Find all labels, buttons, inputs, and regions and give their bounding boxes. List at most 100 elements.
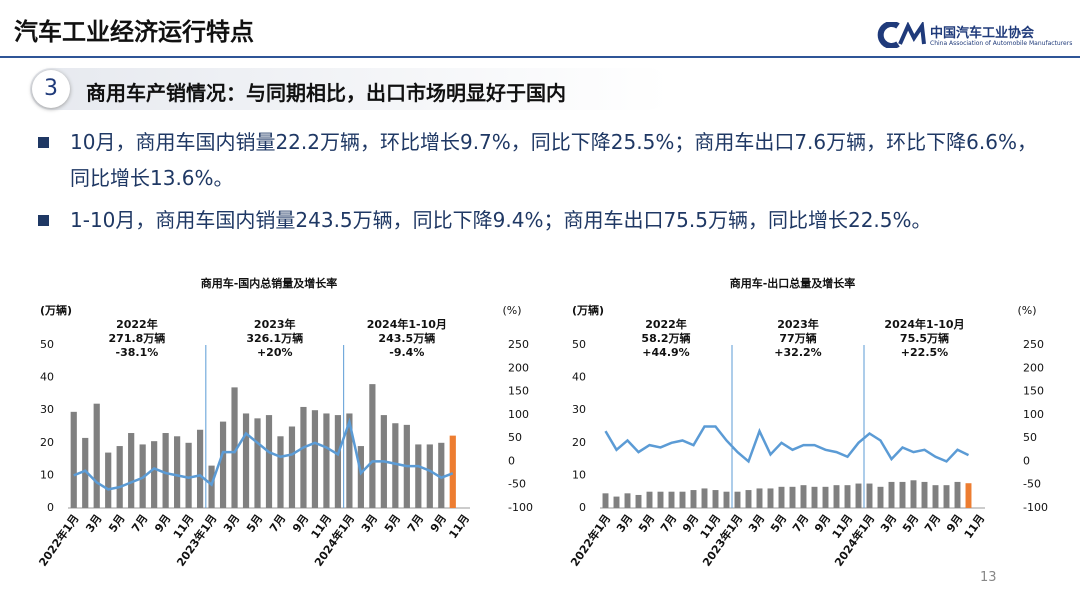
bar — [668, 491, 675, 508]
y2-axis-label: (%) — [1017, 304, 1036, 317]
bar — [679, 491, 686, 508]
x-tick-label: 2022年1月 — [36, 511, 82, 568]
x-tick-label: 9月 — [152, 512, 173, 535]
x-tick-label: 5月 — [900, 512, 921, 535]
bar — [712, 490, 719, 508]
section-band — [30, 68, 670, 110]
annotation-growth: -9.4% — [389, 346, 424, 359]
y2-tick-label: 0 — [508, 454, 515, 467]
bar — [756, 488, 763, 508]
x-tick-label: 5月 — [244, 512, 265, 535]
y-axis-label: (万辆) — [572, 303, 604, 317]
bullet-marker — [38, 137, 49, 148]
bullet-text: 1-10月，商用车国内销量243.5万辆，同比下降9.4%；商用车出口75.5万… — [70, 208, 932, 232]
bar — [369, 384, 376, 508]
x-tick-label: 3月 — [359, 512, 380, 535]
bar — [311, 410, 319, 508]
bar — [174, 436, 181, 508]
bar — [866, 483, 873, 508]
y-tick-label: 40 — [572, 371, 586, 384]
bar — [855, 483, 862, 508]
chart-title: 商用车-出口总量及增长率 — [730, 276, 856, 290]
annotation-growth: +22.5% — [901, 346, 948, 359]
bullet: 1-10月，商用车国内销量243.5万辆，同比下降9.4%；商用车出口75.5万… — [38, 202, 1048, 238]
y-tick-label: 30 — [572, 403, 586, 416]
bar — [116, 446, 123, 508]
bar — [357, 446, 364, 508]
bar — [323, 413, 330, 508]
bar — [70, 411, 77, 508]
bar — [844, 485, 851, 508]
bar — [888, 481, 895, 508]
x-tick-label: 2022年1月 — [567, 511, 613, 568]
x-tick-label: 5月 — [106, 512, 127, 535]
page-number: 13 — [980, 570, 997, 585]
bar — [151, 441, 158, 508]
x-tick-label: 5月 — [382, 512, 403, 535]
x-tick-label: 3月 — [83, 512, 104, 535]
bar — [162, 433, 169, 508]
bullet-text: 10月，商用车国内销量22.2万辆，环比增长9.7%，同比下降25.5%；商用车… — [70, 130, 1037, 190]
bar — [82, 437, 89, 508]
y2-tick-label: 250 — [1023, 338, 1044, 351]
bar — [954, 481, 961, 508]
bar — [346, 413, 353, 508]
y2-tick-label: 100 — [1023, 408, 1044, 421]
bar — [196, 429, 204, 508]
slide-title: 汽车工业经济运行特点 — [14, 18, 254, 46]
bar — [254, 418, 261, 508]
bar — [242, 413, 250, 508]
bar — [767, 488, 774, 508]
x-tick-label: 7月 — [405, 512, 426, 535]
y-tick-label: 40 — [40, 371, 54, 384]
annotation-growth: +32.2% — [774, 346, 821, 359]
y-tick-label: 0 — [579, 501, 586, 514]
x-tick-label: 7月 — [129, 512, 150, 535]
x-tick-label: 7月 — [922, 512, 943, 535]
bar — [105, 452, 112, 508]
line — [604, 425, 970, 464]
bar — [231, 387, 238, 508]
bar — [646, 491, 653, 508]
annotation-year: 2023年 — [254, 317, 296, 331]
y-tick-label: 10 — [40, 468, 54, 481]
bar — [128, 433, 135, 508]
y2-tick-label: -50 — [1023, 478, 1041, 491]
section-heading: 商用车产销情况：与同期相比，出口市场明显好于国内 — [86, 81, 566, 105]
bar — [300, 406, 307, 508]
bar — [778, 486, 785, 508]
x-tick-label: 9月 — [428, 512, 449, 535]
bar — [910, 480, 917, 508]
bar — [800, 485, 807, 508]
annotation-total: 271.8万辆 — [109, 331, 166, 345]
annotation-total: 243.5万辆 — [378, 331, 435, 345]
x-tick-label: 11月 — [962, 512, 988, 541]
bar — [624, 493, 631, 508]
annotation-total: 58.2万辆 — [641, 331, 690, 345]
y2-tick-label: -100 — [1023, 501, 1048, 514]
x-tick-label: 3月 — [221, 512, 242, 535]
x-tick-label: 5月 — [636, 512, 657, 535]
x-tick-label: 7月 — [790, 512, 811, 535]
annotation-year: 2022年 — [116, 317, 158, 331]
bar — [185, 442, 192, 508]
bar — [745, 490, 752, 508]
y-tick-label: 50 — [572, 338, 586, 351]
annotation-total: 77万辆 — [779, 331, 816, 345]
bar — [392, 423, 399, 508]
bar — [723, 491, 730, 508]
bar — [277, 436, 284, 508]
y2-tick-label: 150 — [508, 385, 529, 398]
annotation-year: 2023年 — [777, 317, 819, 331]
logo-mark — [877, 22, 926, 48]
logo-text: 中国汽车工业协会 — [930, 26, 1035, 41]
logo-subtext: China Association of Automobile Manufact… — [930, 40, 1073, 47]
bar — [449, 435, 456, 508]
annotation-year: 2022年 — [645, 317, 687, 331]
bar — [208, 465, 215, 508]
line — [73, 417, 454, 491]
bullet-marker — [38, 215, 49, 226]
x-tick-label: 3月 — [614, 512, 635, 535]
